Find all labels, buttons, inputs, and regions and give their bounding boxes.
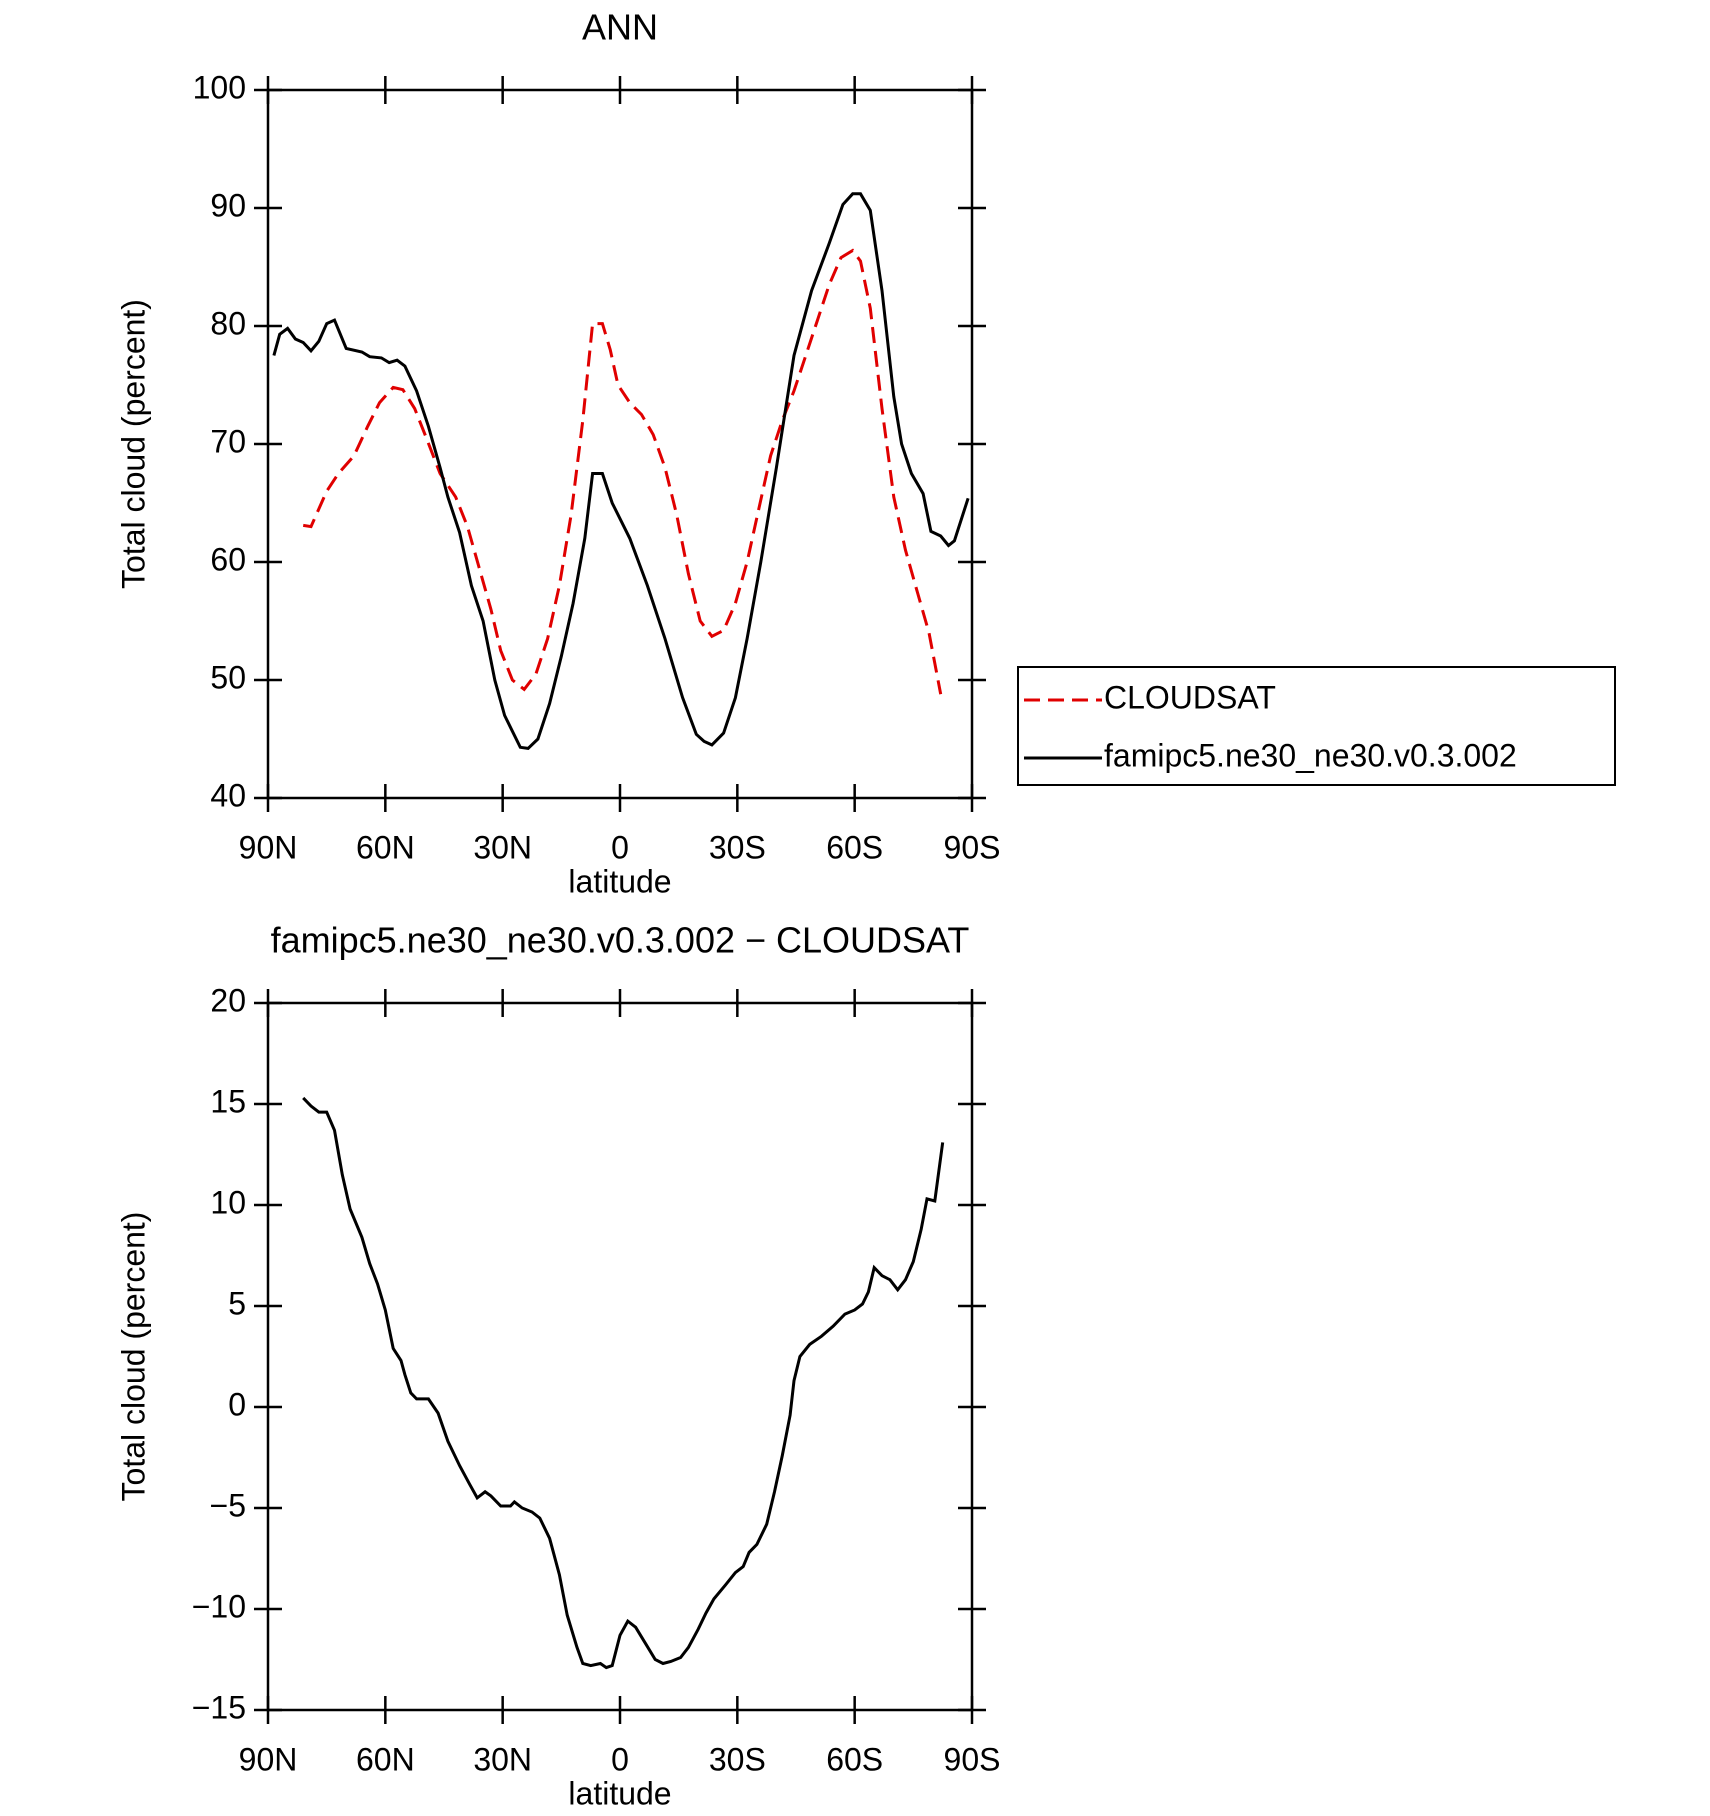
y-tick-label: 40 (210, 777, 246, 813)
y-tick-label: −15 (192, 1689, 246, 1725)
x-tick-label: 30S (709, 1741, 766, 1777)
y-tick-label: 15 (210, 1083, 246, 1119)
x-tick-label: 30N (473, 829, 532, 865)
x-tick-label: 30S (709, 829, 766, 865)
x-tick-label: 90N (239, 829, 298, 865)
y-tick-label: 50 (210, 659, 246, 695)
x-tick-label: 60S (826, 829, 883, 865)
y-tick-label: −5 (210, 1487, 246, 1523)
y-tick-label: −10 (192, 1588, 246, 1624)
y-tick-label: 5 (228, 1285, 246, 1321)
x-tick-label: 90S (944, 829, 1001, 865)
y-tick-label: 20 (210, 982, 246, 1018)
legend-label: famipc5.ne30_ne30.v0.3.002 (1104, 737, 1517, 773)
y-tick-label: 80 (210, 305, 246, 341)
y-tick-label: 100 (193, 69, 246, 105)
chart-title: famipc5.ne30_ne30.v0.3.002 − CLOUDSAT (271, 920, 970, 961)
y-tick-label: 0 (228, 1386, 246, 1422)
x-axis-label: latitude (568, 863, 671, 899)
x-tick-label: 60S (826, 1741, 883, 1777)
legend-box (1017, 666, 1616, 786)
y-tick-label: 90 (210, 187, 246, 223)
y-tick-label: 70 (210, 423, 246, 459)
plot-frame (266, 88, 974, 800)
y-axis-label: Total cloud (percent) (115, 299, 151, 589)
y-tick-label: 10 (210, 1184, 246, 1220)
x-axis-label: latitude (568, 1775, 671, 1811)
x-tick-label: 0 (611, 829, 629, 865)
x-tick-label: 90S (944, 1741, 1001, 1777)
series-line (302, 248, 943, 695)
x-tick-label: 60N (356, 829, 415, 865)
series-line (272, 192, 970, 750)
legend-label: CLOUDSAT (1104, 679, 1276, 715)
plot-frame (266, 1001, 974, 1712)
chart-title: ANN (582, 7, 658, 48)
x-tick-label: 60N (356, 1741, 415, 1777)
x-tick-label: 30N (473, 1741, 532, 1777)
series-line (302, 1096, 945, 1670)
x-tick-label: 0 (611, 1741, 629, 1777)
y-tick-label: 60 (210, 541, 246, 577)
x-tick-label: 90N (239, 1741, 298, 1777)
y-axis-label: Total cloud (percent) (115, 1212, 151, 1502)
